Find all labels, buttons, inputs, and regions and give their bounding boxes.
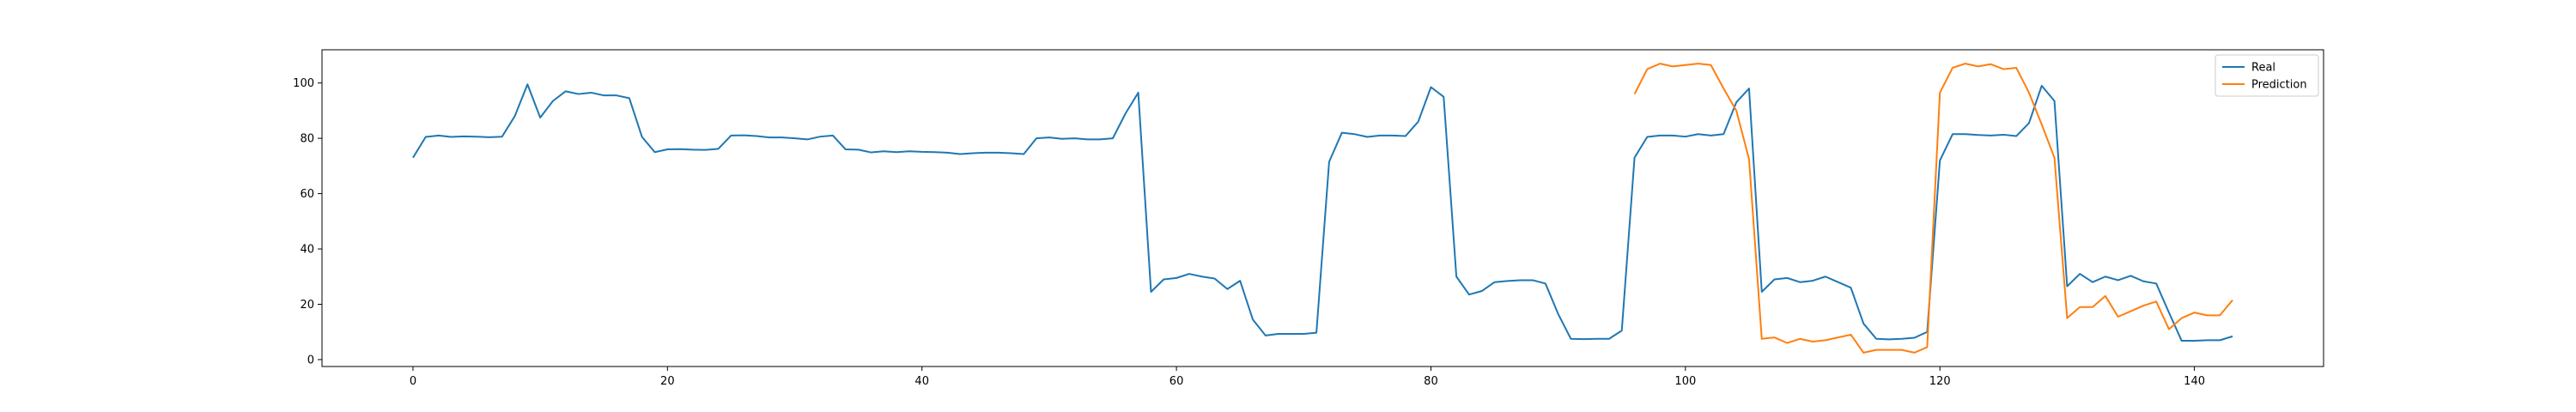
- y-tick-label: 60: [300, 188, 314, 201]
- x-tick-label: 80: [1424, 375, 1438, 388]
- series-layer: [412, 63, 2233, 354]
- y-tick-label: 100: [293, 77, 314, 90]
- x-tick-label: 120: [1929, 375, 1951, 388]
- x-tick-label: 140: [2184, 375, 2205, 388]
- x-tick-label: 0: [410, 375, 416, 388]
- series-line-prediction: [1633, 63, 2233, 354]
- legend-label-real: Real: [2251, 62, 2275, 75]
- x-tick-label: 40: [914, 375, 929, 388]
- plot-frame: [321, 49, 2324, 367]
- y-tick-label: 40: [300, 244, 314, 257]
- x-axis-ticks: 0 20 40 60 80 100 120 140: [410, 367, 2205, 388]
- x-tick-label: 20: [660, 375, 675, 388]
- x-tick-label: 100: [1674, 375, 1696, 388]
- legend-label-prediction: Prediction: [2251, 79, 2307, 92]
- x-tick-label: 60: [1170, 375, 1184, 388]
- y-tick-label: 20: [300, 299, 314, 312]
- legend: Real Prediction: [2215, 54, 2319, 97]
- y-tick-label: 80: [300, 133, 314, 146]
- y-tick-label: 0: [307, 354, 314, 367]
- y-axis-ticks: 0 20 40 60 80 100: [293, 77, 322, 367]
- legend-box: [2215, 54, 2319, 97]
